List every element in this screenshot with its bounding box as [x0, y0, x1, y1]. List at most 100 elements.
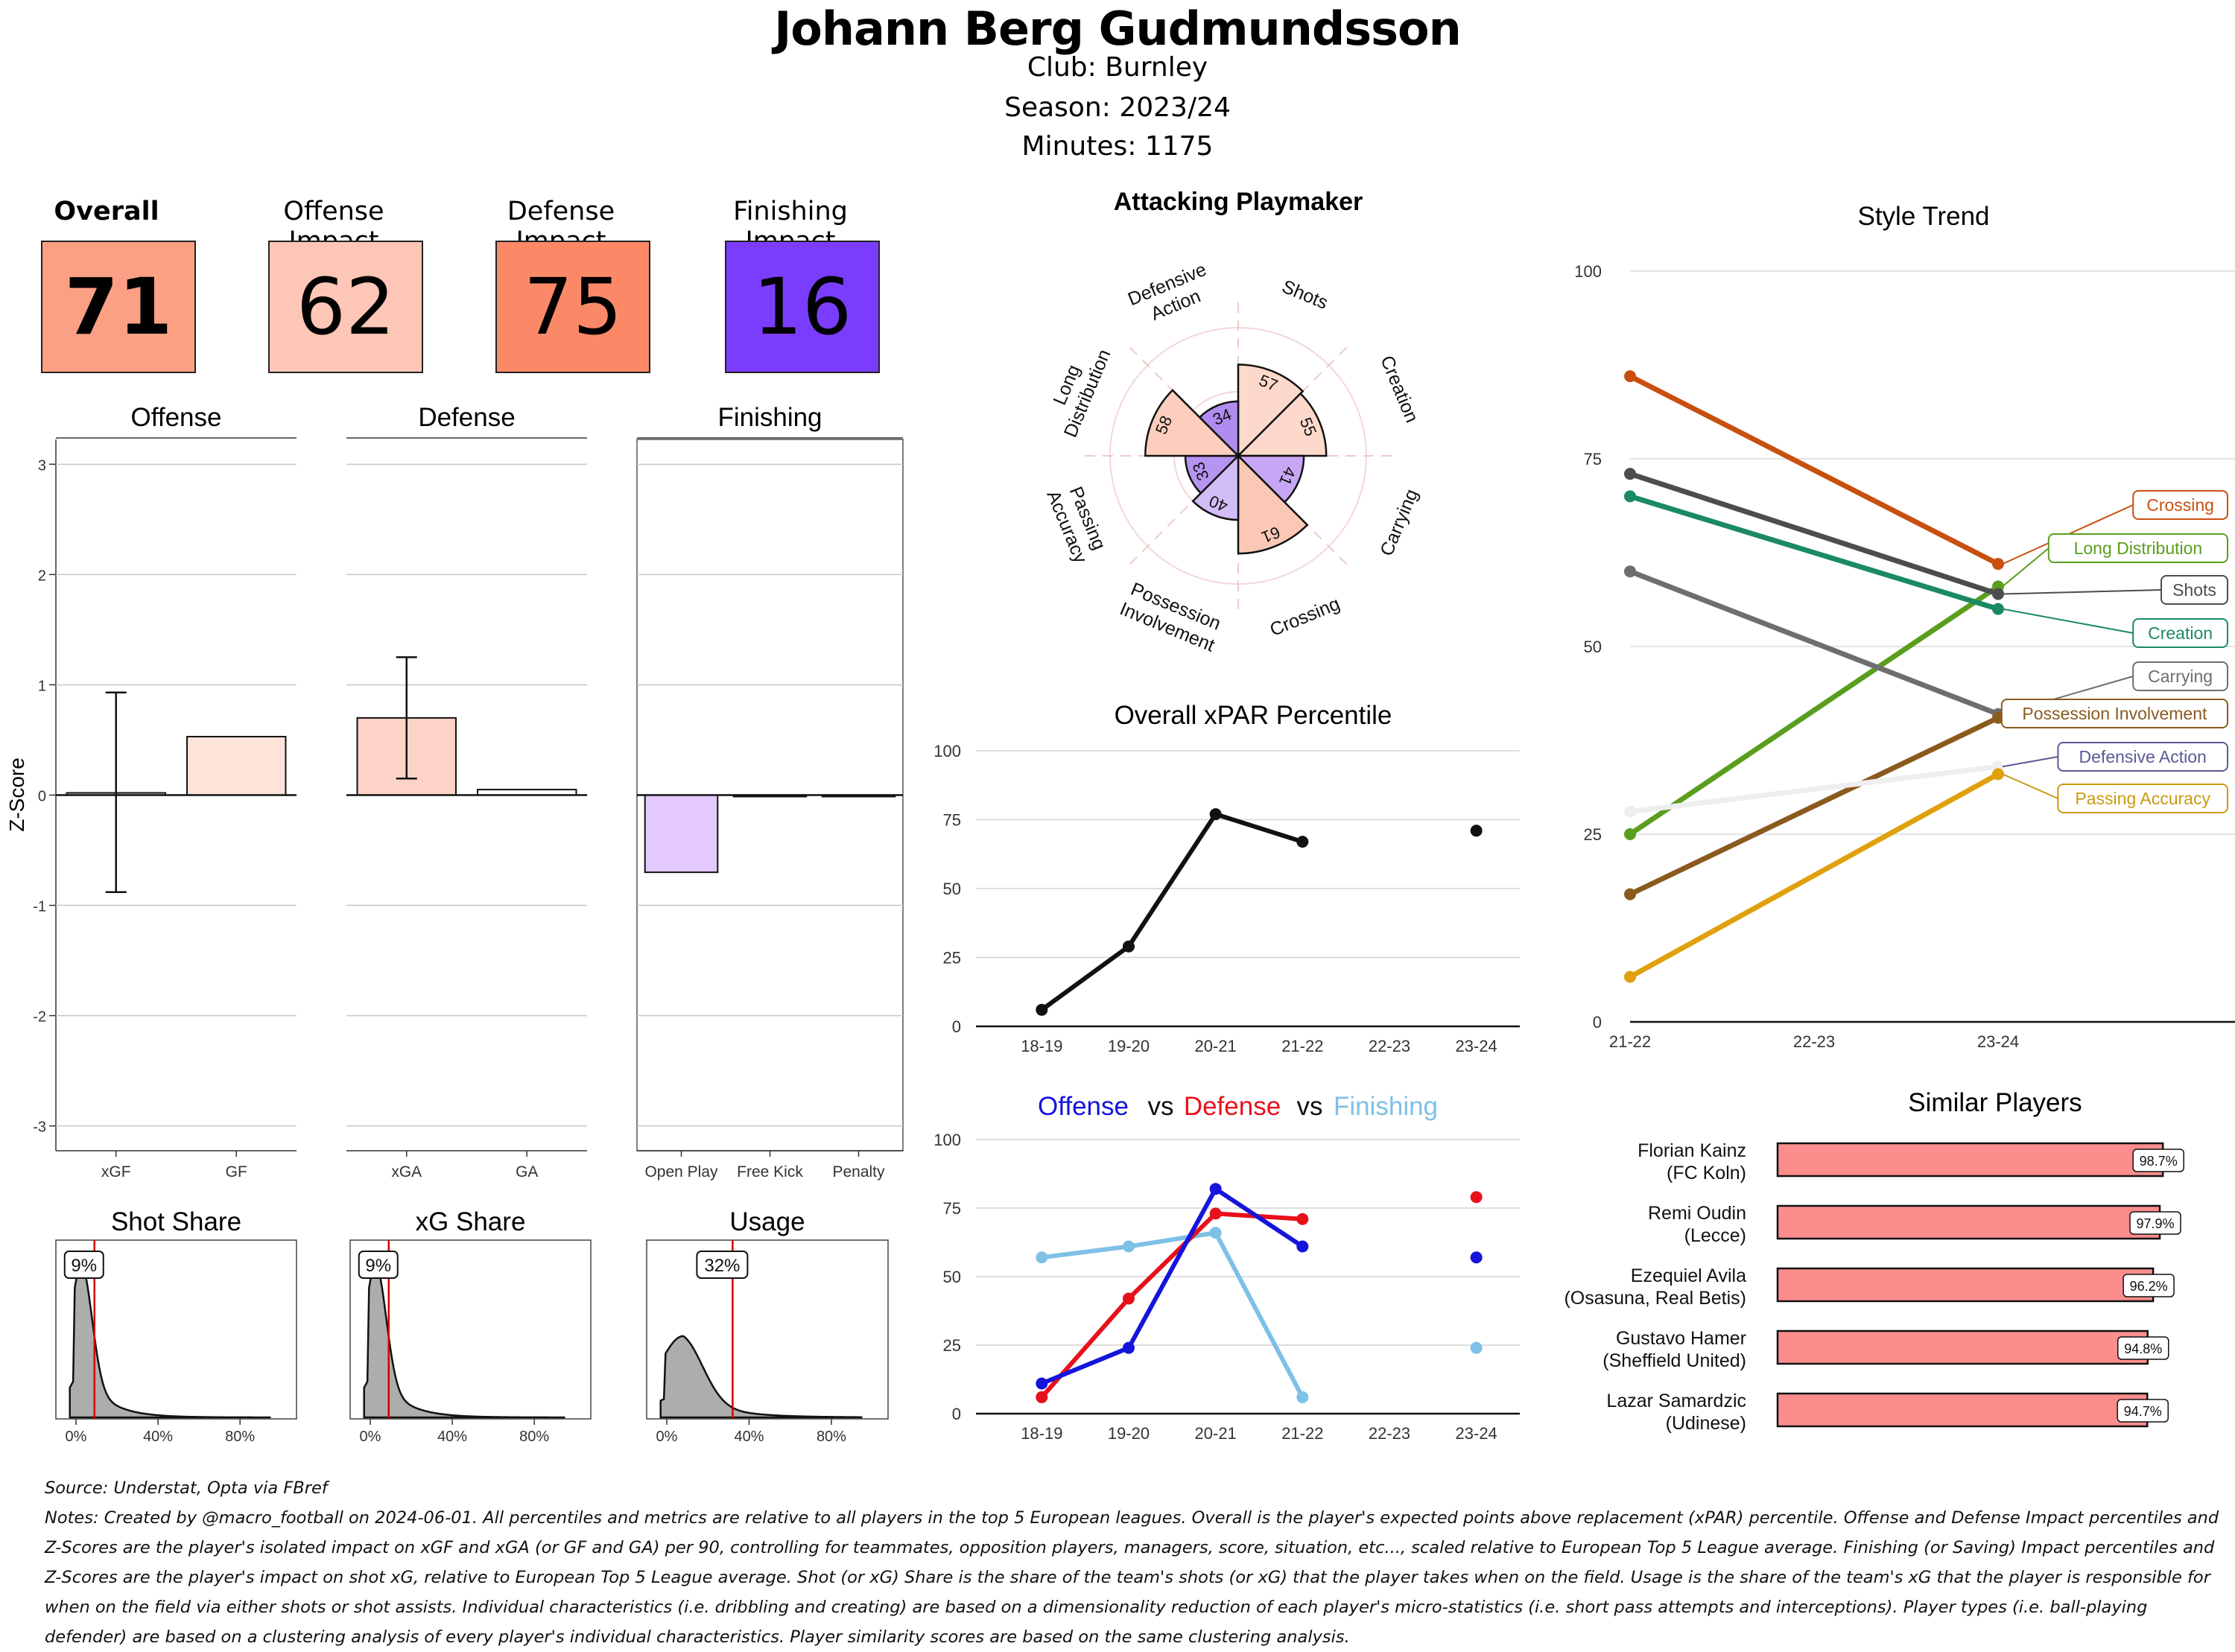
style-trend-label: Possession Involvement: [2022, 704, 2207, 723]
style-trend-point: [1992, 588, 2004, 600]
zscore-category-label: Free Kick: [737, 1163, 803, 1181]
radar-category-label: Creation: [1376, 352, 1422, 425]
style-trend-point: [1624, 970, 1636, 983]
share-title: xG Share: [416, 1207, 526, 1236]
style-trend-y-tick-label: 0: [1593, 1013, 1602, 1032]
style-trend-point: [1992, 603, 2004, 615]
similar-value-label: 96.2%: [2130, 1279, 2168, 1294]
xpar-x-tick-label: 19-20: [1108, 1037, 1150, 1055]
similar-bar: [1776, 1267, 2155, 1303]
zscore-tick-label: 2: [38, 568, 46, 584]
charts-canvas: Z-Score 3 2 1 0 -1 -2 -3 Offense xGF GF Defense xGA G…: [5, 188, 2235, 1445]
radar-wedge: [1144, 389, 1241, 457]
style-trend-title: Style Trend: [1857, 202, 1989, 231]
similar-player-name: Gustavo Hamer: [1616, 1328, 1746, 1349]
xpar-x-tick-label: 18-19: [1021, 1037, 1062, 1055]
style-trend-point: [1624, 565, 1636, 578]
ovd-title-part: Finishing: [1334, 1092, 1438, 1121]
share-density-curve: [363, 1262, 565, 1419]
style-trend-point: [1624, 805, 1636, 818]
ovd-x-tick-label: 18-19: [1021, 1424, 1062, 1443]
minutes-line: Minutes: 1175: [1021, 131, 1214, 162]
ovd-defense-point: [1470, 1191, 1483, 1204]
similar-value-badge: [2132, 1149, 2184, 1172]
style-trend-leader: [2002, 547, 2049, 588]
style-trend-leader: [2002, 608, 2134, 634]
style-trend-point: [1624, 468, 1636, 480]
style-trend-label-box: [2057, 742, 2228, 772]
zscore-category-label: GA: [516, 1163, 538, 1181]
style-trend-point: [1624, 828, 1636, 840]
share-value-badge: [63, 1251, 104, 1279]
ovd-title-part: Offense: [1038, 1092, 1129, 1121]
ovd-defense-point: [1209, 1207, 1222, 1220]
style-trend-label-box: [2132, 618, 2228, 648]
similar-value-label: 94.7%: [2124, 1404, 2162, 1419]
xpar-x-tick-label: 22-23: [1369, 1037, 1410, 1055]
club-line: Club: Burnley: [1027, 52, 1208, 83]
share-title: Shot Share: [111, 1207, 241, 1236]
zscore-tick-label: 0: [38, 789, 46, 805]
xpar-title: Overall xPAR Percentile: [1115, 701, 1392, 730]
zscore-axis-title: Z-Score: [5, 757, 28, 832]
xpar-x-tick-label: 23-24: [1456, 1037, 1497, 1055]
similar-title: Similar Players: [1908, 1088, 2082, 1117]
zscore-category-label: Open Play: [644, 1163, 718, 1181]
style-trend-y-tick-label: 50: [1584, 638, 1602, 656]
share-tick-label: 40%: [437, 1429, 467, 1445]
similar-value-badge: [2123, 1274, 2175, 1297]
card-value-2: 75: [495, 241, 650, 373]
zscore-panel-title: Finishing: [717, 403, 822, 432]
ovd-offense-point: [1123, 1341, 1135, 1354]
share-value-badge: [696, 1251, 749, 1279]
card-value-1: 62: [268, 241, 423, 373]
radar-category-label: Crossing: [1267, 593, 1343, 641]
style-trend-line: [1627, 471, 2001, 597]
share-value-label: 9%: [71, 1256, 97, 1276]
radar-wedge: [1237, 363, 1304, 459]
ovd-y-tick-label: 0: [952, 1405, 961, 1423]
style-trend-x-tick-label: 22-23: [1793, 1032, 1835, 1051]
radar-title: Attacking Playmaker: [1114, 188, 1363, 216]
ovd-offense-point: [1296, 1240, 1309, 1253]
style-trend-line: [1627, 715, 2001, 898]
page-title: Johann Berg Gudmundsson: [774, 1, 1462, 56]
zscore-tick-label: -2: [33, 1009, 46, 1026]
card-value-3: 16: [725, 241, 880, 373]
notes-text: Notes: Created by @macro_football on 202…: [45, 1508, 2219, 1647]
style-trend-label: Long Distribution: [2074, 539, 2203, 558]
ovd-finishing-line: [1041, 1230, 1304, 1399]
style-trend-label: Creation: [2148, 623, 2213, 643]
zscore-bar: [186, 736, 287, 796]
ovd-finishing-point: [1296, 1391, 1309, 1403]
style-trend-line: [1627, 763, 2001, 815]
ovd-finishing-point: [1123, 1240, 1135, 1253]
notes-block: Source: Understat, Opta via FBref Notes:…: [45, 1473, 2220, 1652]
style-trend-y-tick-label: 25: [1584, 825, 1602, 844]
style-trend-label-box: [2132, 661, 2228, 691]
share-tick-label: 40%: [734, 1429, 764, 1445]
style-trend-leader: [2002, 773, 2058, 799]
zscore-bar: [644, 794, 719, 874]
radar-wedge: [1235, 454, 1305, 504]
similar-player-name: Ezequiel Avila: [1631, 1265, 1746, 1286]
share-value-label: 9%: [365, 1256, 391, 1276]
style-trend-point: [1624, 888, 1636, 900]
style-trend-line: [1627, 568, 2001, 717]
similar-player-team: (Sheffield United): [1602, 1350, 1746, 1371]
zscore-tick-label: 1: [38, 678, 46, 694]
xpar-y-tick-label: 25: [943, 949, 961, 968]
xpar-point: [1209, 808, 1222, 821]
similar-bar: [1776, 1204, 2161, 1240]
style-trend-label: Shots: [2172, 580, 2216, 600]
similar-player-team: (Lecce): [1684, 1225, 1746, 1246]
xpar-x-tick-label: 20-21: [1195, 1037, 1237, 1055]
style-trend-y-tick-label: 100: [1574, 262, 1602, 281]
style-trend-label-box: [2047, 533, 2229, 563]
ovd-defense-point: [1296, 1213, 1309, 1225]
share-density-curve: [659, 1335, 863, 1419]
xpar-y-tick-label: 100: [933, 742, 961, 760]
ovd-finishing-point: [1209, 1227, 1222, 1239]
similar-value-badge: [2117, 1399, 2169, 1423]
style-trend-label-box: [2057, 784, 2228, 813]
